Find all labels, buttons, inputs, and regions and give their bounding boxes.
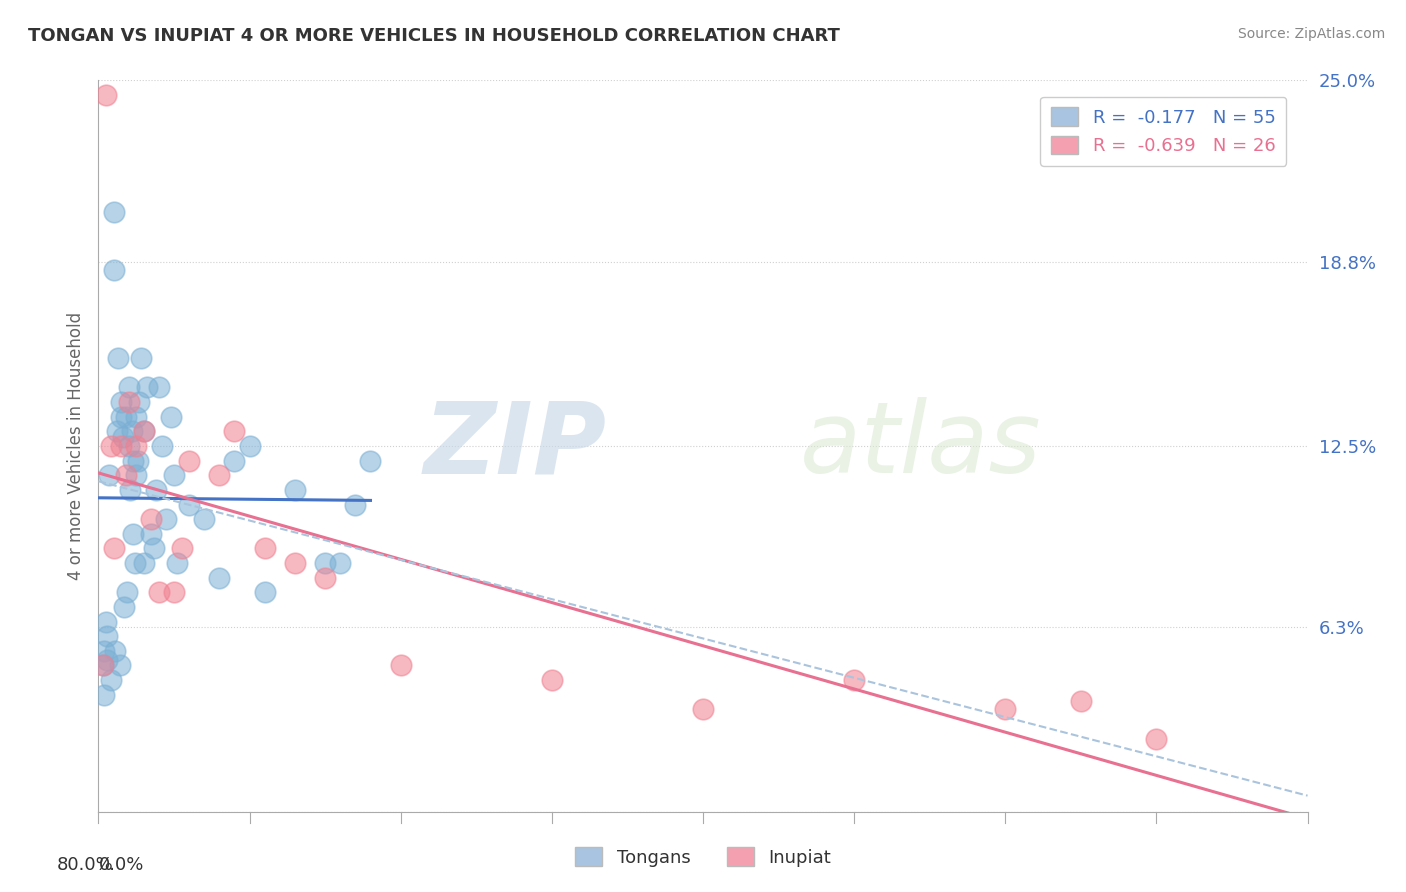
Point (284, 483, 307, 497)
Point (132, 425, 155, 439)
Text: 80.0%: 80.0% (56, 855, 114, 873)
Point (170, 541, 193, 556)
Point (148, 585, 170, 599)
Point (91, 658, 114, 673)
Point (224, 425, 246, 439)
Point (93, 644, 115, 658)
Point (103, 541, 125, 556)
Point (111, 430, 134, 444)
Point (125, 439, 148, 453)
Point (105, 425, 128, 439)
Legend: Tongans, Inupiat: Tongans, Inupiat (568, 840, 838, 874)
Point (118, 395, 141, 409)
Point (125, 409, 148, 424)
Text: 0.0%: 0.0% (98, 855, 143, 873)
Point (108, 658, 131, 673)
Point (208, 468, 231, 483)
Point (115, 585, 138, 599)
Point (163, 585, 186, 599)
Point (163, 468, 186, 483)
Point (148, 380, 170, 394)
Point (94, 615, 117, 629)
Text: ZIP: ZIP (423, 398, 606, 494)
Point (208, 571, 231, 585)
Point (132, 556, 155, 570)
Point (103, 263, 125, 277)
Point (107, 351, 129, 366)
Point (110, 409, 132, 424)
Point (1146, 731, 1168, 746)
Point (120, 483, 142, 497)
Point (193, 512, 215, 526)
Point (135, 380, 157, 394)
Y-axis label: 4 or more Vehicles in Household: 4 or more Vehicles in Household (66, 312, 84, 580)
Point (329, 556, 352, 570)
Text: Source: ZipAtlas.com: Source: ZipAtlas.com (1237, 27, 1385, 41)
Point (160, 409, 183, 424)
Point (127, 453, 149, 467)
Point (344, 498, 367, 512)
Point (314, 556, 336, 570)
Point (314, 571, 336, 585)
Point (145, 483, 167, 497)
Point (166, 556, 188, 570)
Point (239, 439, 262, 453)
Point (112, 599, 135, 614)
Point (121, 425, 143, 439)
Point (284, 556, 307, 570)
Point (692, 702, 714, 716)
Point (125, 468, 148, 483)
Point (179, 498, 201, 512)
Point (91, 658, 114, 673)
Point (141, 526, 163, 541)
Point (103, 205, 125, 219)
Point (122, 526, 145, 541)
Point (124, 556, 146, 570)
Point (100, 439, 122, 453)
Point (540, 673, 562, 687)
Point (994, 702, 1017, 716)
Point (253, 585, 276, 599)
Point (93, 688, 115, 702)
Point (1070, 693, 1092, 707)
Point (118, 439, 141, 453)
Point (114, 468, 136, 483)
Point (155, 512, 177, 526)
Text: TONGAN VS INUPIAT 4 OR MORE VEHICLES IN HOUSEHOLD CORRELATION CHART: TONGAN VS INUPIAT 4 OR MORE VEHICLES IN … (28, 27, 839, 45)
Point (389, 658, 412, 673)
Point (96, 629, 118, 643)
Point (143, 541, 166, 556)
Point (96, 652, 118, 666)
Point (141, 512, 163, 526)
Point (104, 644, 127, 658)
Point (844, 673, 866, 687)
Text: atlas: atlas (800, 398, 1042, 494)
Point (224, 453, 246, 467)
Point (132, 425, 155, 439)
Point (150, 439, 173, 453)
Point (253, 541, 276, 556)
Legend: R =  -0.177   N = 55, R =  -0.639   N = 26: R = -0.177 N = 55, R = -0.639 N = 26 (1040, 96, 1286, 166)
Point (179, 453, 201, 467)
Point (100, 673, 122, 687)
Point (110, 439, 132, 453)
Point (94, 87, 117, 102)
Point (110, 395, 132, 409)
Point (360, 453, 382, 467)
Point (118, 380, 141, 394)
Point (122, 453, 145, 467)
Point (128, 395, 150, 409)
Point (114, 409, 136, 424)
Point (98, 468, 121, 483)
Point (129, 351, 152, 366)
